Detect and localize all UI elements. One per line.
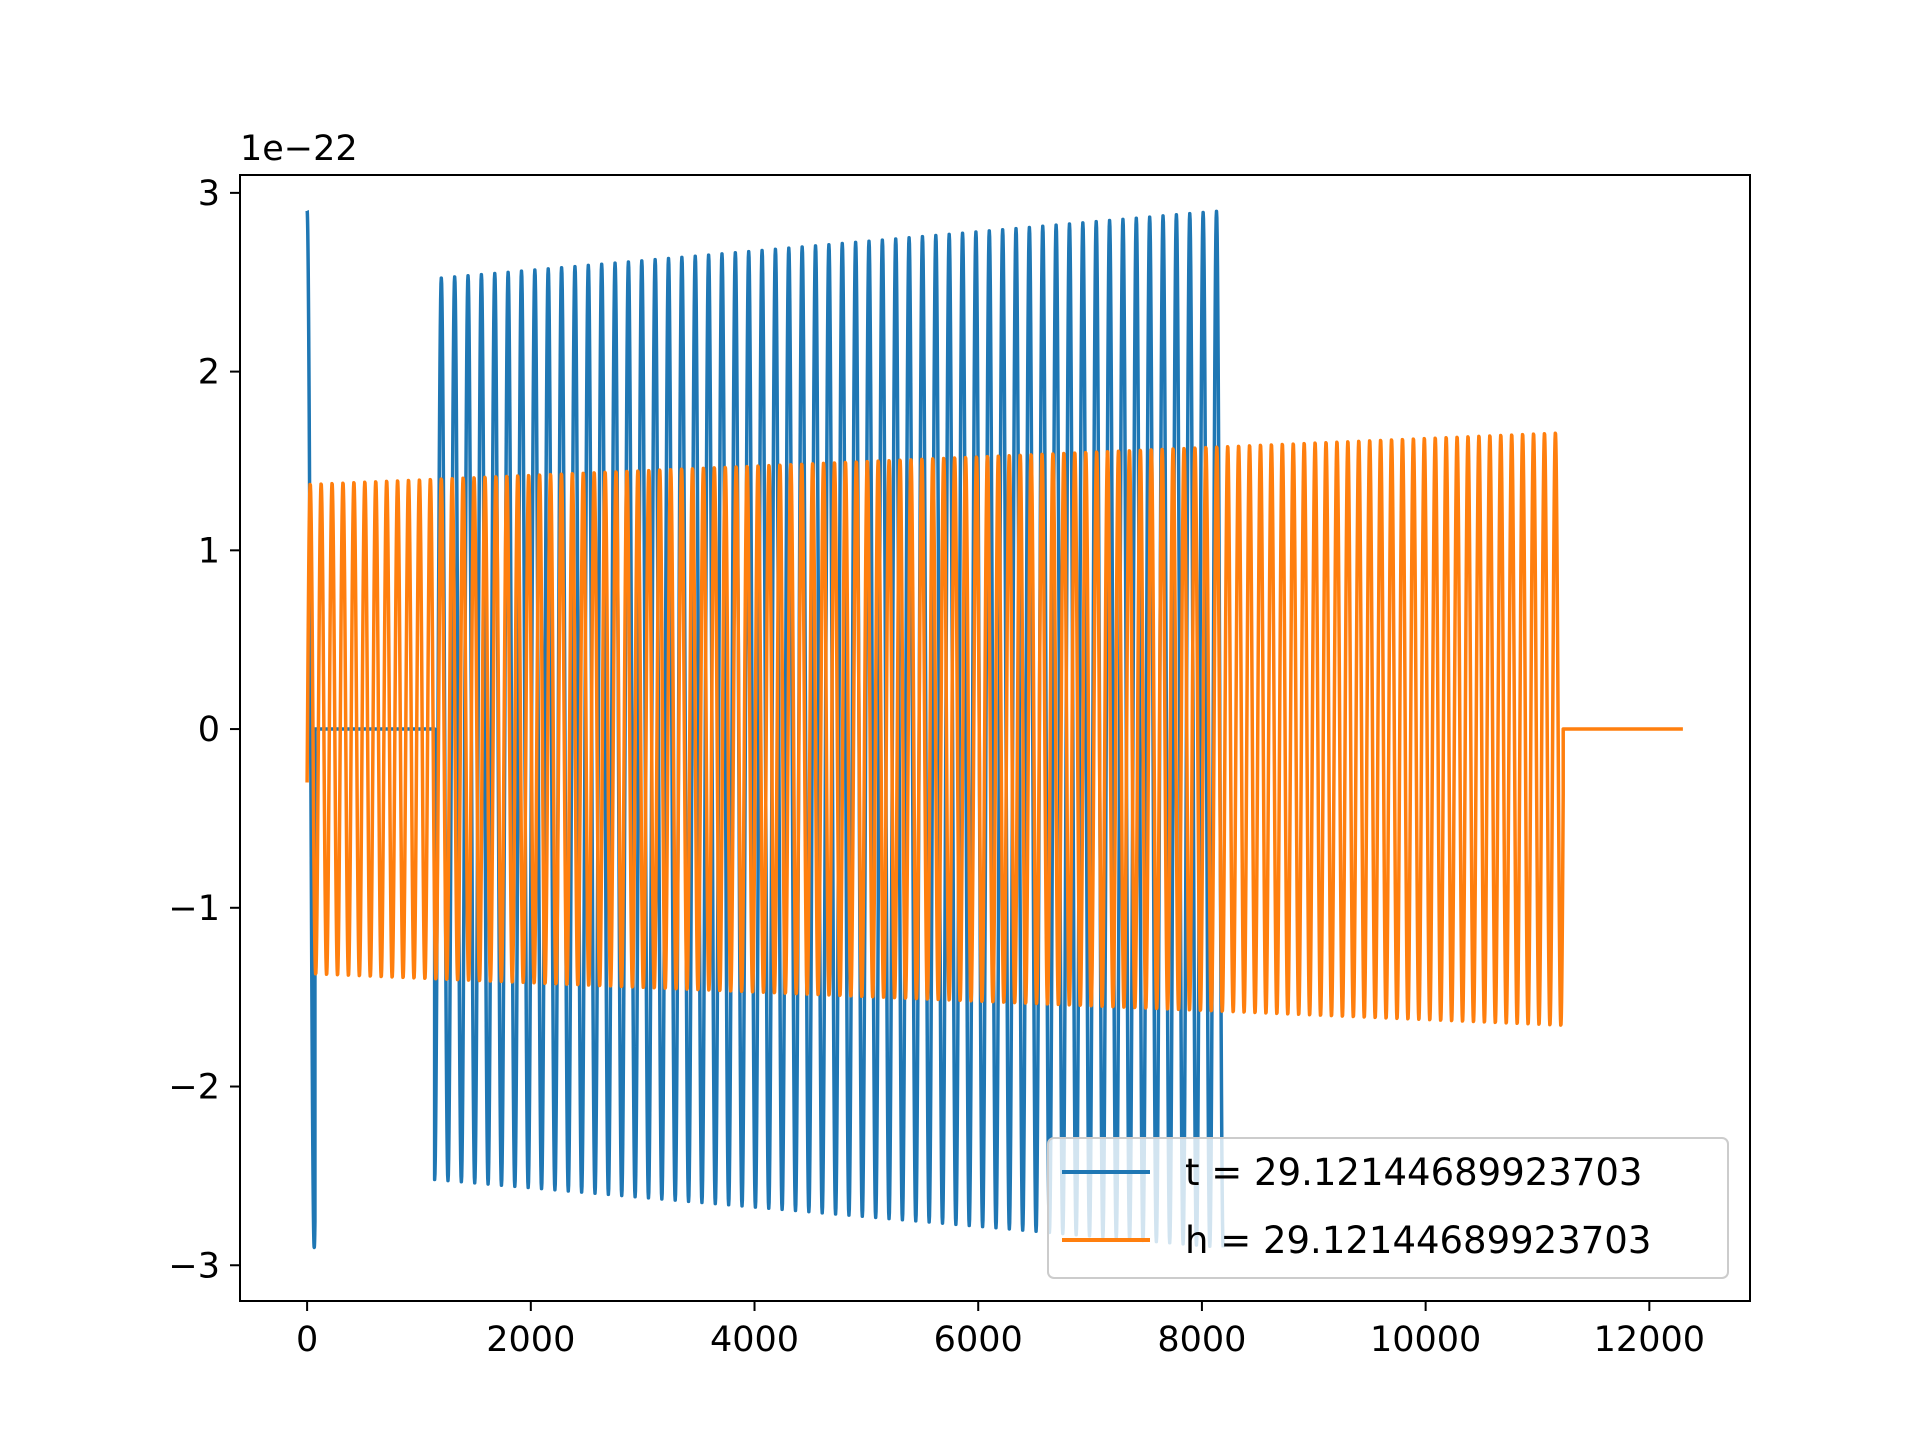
series-line-t [305,209,1225,1250]
y-tick-label: 1 [198,531,220,571]
x-tick-label: 12000 [1594,1320,1705,1360]
plot-frame [239,174,1751,1302]
y-tick-label: 3 [198,174,220,214]
series-lines [305,209,1683,1250]
x-tick-label: 6000 [934,1320,1023,1360]
x-tick-label: 4000 [710,1320,799,1360]
y-tick-label: −2 [168,1068,220,1108]
x-tick-label: 0 [296,1320,318,1360]
x-tick-label: 2000 [486,1320,575,1360]
y-tick-label: −1 [168,889,220,929]
y-tick-label: −3 [168,1246,220,1286]
y-tick-label: 0 [198,710,220,750]
y-axis: −3 −2 −1 0 1 2 3 [168,174,240,1286]
x-axis: 0 2000 4000 6000 8000 10000 12000 [296,1301,1705,1360]
x-tick-label: 8000 [1157,1320,1246,1360]
series-line-h [305,431,1683,1027]
legend-box [1047,1137,1729,1279]
legend: t = 29.12144689923703 h = 29.12144689923… [1047,1137,1729,1279]
legend-label-t: t = 29.12144689923703 [1185,1151,1642,1194]
y-tick-label: 2 [198,353,220,393]
y-offset-label: 1e−22 [240,129,358,169]
legend-label-h: h = 29.12144689923703 [1185,1219,1651,1262]
x-tick-label: 10000 [1370,1320,1481,1360]
